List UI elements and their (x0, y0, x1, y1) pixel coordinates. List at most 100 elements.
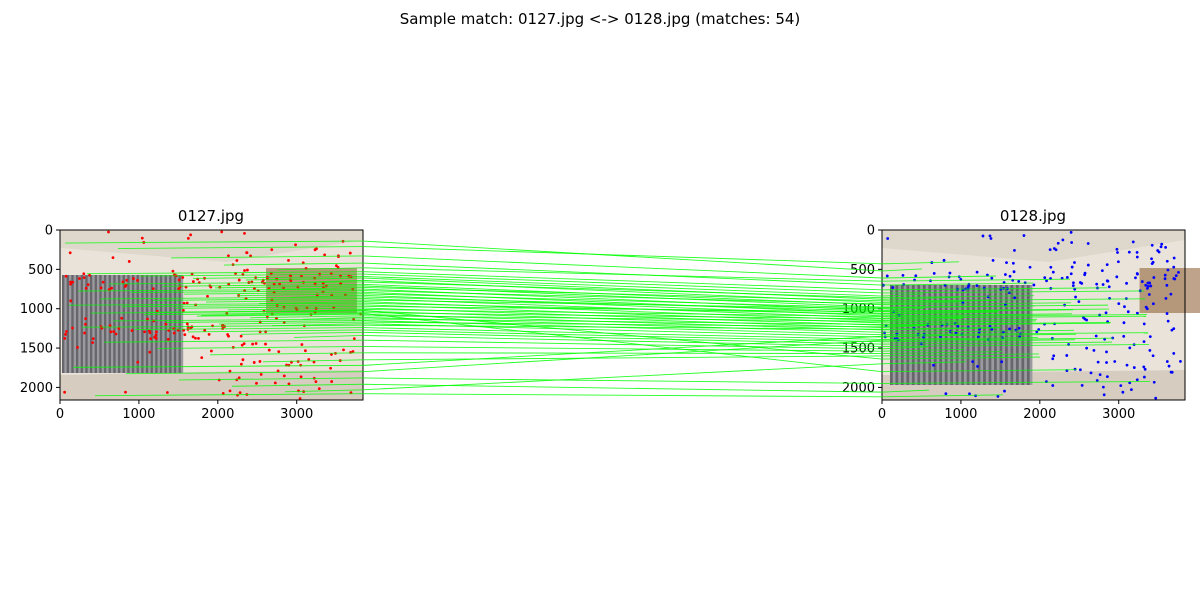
match-line-extension (147, 309, 364, 313)
photo-blind-slat (75, 275, 79, 373)
match-line-extension (161, 283, 364, 287)
keypoint (287, 258, 290, 262)
keypoint (194, 336, 197, 340)
keypoint (1154, 396, 1158, 400)
keypoint (68, 251, 72, 255)
keypoint (239, 362, 243, 366)
x-tick-label: 0 (878, 407, 886, 422)
keypoint (185, 301, 189, 305)
photo-blind-slat (71, 275, 74, 373)
keypoint (1142, 322, 1146, 326)
keypoint (1151, 260, 1155, 264)
keypoint (1102, 393, 1106, 397)
keypoint (124, 390, 127, 394)
keypoint (1000, 360, 1004, 364)
match-line (362, 290, 883, 305)
keypoint (65, 330, 68, 333)
photo-blind-slat (178, 275, 181, 373)
figure-suptitle: Sample match: 0127.jpg <-> 0128.jpg (mat… (400, 10, 801, 28)
keypoint (1132, 366, 1136, 369)
match-line-extension (165, 320, 364, 323)
keypoint (220, 230, 224, 234)
keypoint (996, 395, 1000, 398)
keypoint (1170, 328, 1174, 332)
keypoint (227, 334, 230, 338)
match-line (362, 240, 883, 272)
keypoint (164, 322, 168, 326)
match-line (362, 255, 883, 279)
match-line-extension (881, 344, 1150, 347)
keypoint (1022, 234, 1026, 237)
match-line (362, 299, 883, 310)
match-line (362, 335, 883, 366)
keypoint (1142, 375, 1146, 379)
keypoint (988, 234, 992, 238)
keypoint (990, 327, 994, 331)
photo-blind-slat (117, 275, 121, 373)
keypoint (334, 264, 338, 268)
match-line-extension (881, 307, 925, 311)
keypoint (99, 286, 103, 290)
keypoint (1105, 279, 1109, 283)
keypoint (63, 390, 67, 394)
match-line-extension (881, 287, 1108, 291)
keypoint (207, 332, 211, 336)
keypoint (932, 271, 936, 275)
match-line-extension (881, 293, 924, 297)
keypoint (249, 254, 252, 258)
keypoint (1165, 259, 1169, 263)
match-line-extension (68, 302, 364, 306)
x-tick-label: 3000 (1102, 407, 1135, 422)
keypoint (1177, 271, 1180, 274)
keypoint (1165, 360, 1169, 363)
match-line (362, 377, 883, 384)
keypoint (348, 251, 352, 255)
match-line-extension (112, 318, 364, 322)
keypoint (197, 336, 200, 340)
keypoint (1113, 360, 1117, 363)
axes-right-title: 0128.jpg (1000, 207, 1066, 225)
match-line-extension (284, 389, 364, 393)
keypoint (351, 350, 355, 353)
match-line-extension (881, 301, 962, 305)
keypoint (124, 283, 128, 287)
match-line (362, 271, 883, 291)
photo-blind-slat (99, 275, 102, 373)
match-line-extension (240, 331, 364, 335)
keypoint (1005, 261, 1008, 265)
photo-floor (60, 370, 363, 400)
match-line-extension (881, 261, 960, 265)
match-line-extension (103, 339, 364, 343)
keypoint (885, 274, 889, 278)
keypoint (1151, 302, 1155, 306)
match-line-extension (170, 255, 364, 259)
keypoint (181, 309, 185, 312)
match-line (362, 246, 883, 265)
match-line-extension (881, 389, 930, 393)
keypoint (1122, 321, 1126, 325)
photo-blind-slat (933, 285, 937, 385)
photo-blind-slat (141, 275, 144, 373)
keypoint (125, 278, 129, 282)
keypoint (237, 376, 241, 380)
keypoint (1172, 352, 1176, 355)
keypoint (1013, 296, 1017, 300)
keypoint (1135, 250, 1139, 254)
keypoint (69, 280, 72, 284)
keypoint (107, 230, 110, 234)
keypoint (1116, 251, 1119, 254)
keypoint (1156, 249, 1160, 252)
match-line (362, 312, 883, 320)
keypoint (1163, 277, 1167, 281)
keypoint (1061, 238, 1065, 242)
keypoint (314, 380, 318, 384)
keypoint (108, 324, 112, 328)
keypoint (323, 253, 327, 257)
keypoint (154, 336, 158, 340)
keypoint (315, 247, 318, 251)
keypoint (298, 397, 302, 400)
keypoint (64, 333, 67, 336)
photo-blind-slat (113, 275, 116, 373)
keypoint (1069, 272, 1073, 276)
match-line (362, 305, 883, 313)
